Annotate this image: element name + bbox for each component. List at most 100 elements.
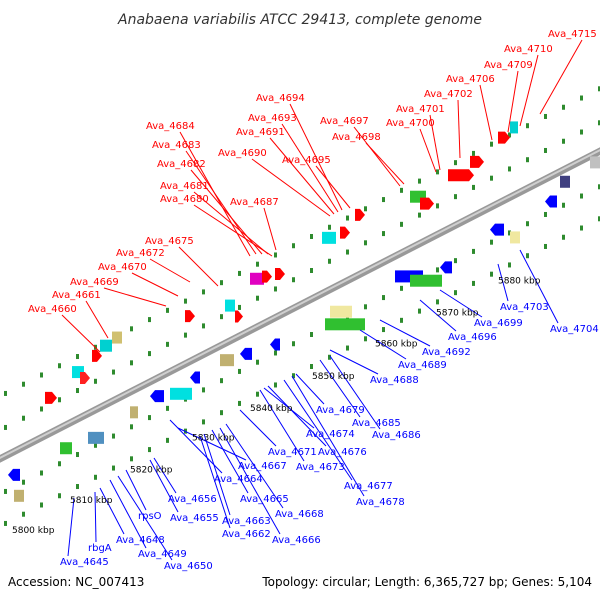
- reverse-gene-label: Ava_4665: [240, 494, 289, 505]
- forward-gene-label: Ava_4660: [28, 304, 77, 315]
- reverse-gene-label: Ava_4649: [138, 549, 187, 560]
- label-leader-line: [319, 359, 361, 418]
- track-tick: [436, 203, 439, 209]
- gene-feature: [510, 231, 520, 244]
- ruler-label: 5870 kbp: [436, 308, 479, 318]
- reverse-gene-label: Ava_4645: [60, 557, 109, 568]
- label-leader-line: [419, 128, 437, 173]
- label-leader-line: [185, 150, 257, 255]
- track-tick: [238, 368, 241, 374]
- track-tick: [382, 295, 385, 301]
- gene-feature: [220, 354, 234, 367]
- label-leader-line: [179, 131, 251, 257]
- gene-feature: [8, 468, 20, 481]
- track-tick: [130, 456, 133, 462]
- ruler-label: 5830 kbp: [192, 434, 235, 444]
- gene-feature: [355, 208, 365, 221]
- reverse-gene-label: Ava_4648: [116, 535, 165, 546]
- track-tick: [166, 307, 169, 313]
- track-tick: [562, 104, 565, 110]
- genome-summary-text: Topology: circular; Length: 6,365,727 bp…: [261, 575, 592, 589]
- track-tick: [58, 461, 61, 467]
- label-leader-line: [365, 142, 405, 185]
- track-tick: [274, 350, 277, 356]
- reverse-gene-label: Ava_4699: [474, 318, 523, 329]
- track-tick: [22, 511, 25, 517]
- track-tick: [490, 175, 493, 181]
- label-leader-line: [519, 249, 559, 324]
- track-tick: [220, 280, 223, 286]
- forward-gene-label: Ava_4700: [386, 118, 435, 129]
- track-tick: [166, 405, 169, 411]
- label-leader-line: [457, 99, 461, 159]
- label-leader-line: [131, 272, 179, 297]
- reverse-gene-label: Ava_4655: [170, 513, 219, 524]
- track-tick: [40, 406, 43, 412]
- label-leader-line: [199, 435, 231, 529]
- track-tick: [202, 289, 205, 295]
- track-tick: [328, 224, 331, 230]
- label-leader-line: [211, 429, 249, 494]
- label-leader-line: [507, 70, 519, 133]
- reverse-gene-label: Ava_4686: [372, 430, 421, 441]
- track-tick: [40, 502, 43, 508]
- gene-feature: [235, 310, 243, 323]
- track-tick: [580, 225, 583, 231]
- track-tick: [526, 221, 529, 227]
- label-leader-line: [539, 39, 583, 115]
- forward-gene-label: Ava_4669: [70, 277, 119, 288]
- ruler-label: 5810 kbp: [70, 496, 113, 506]
- track-tick: [202, 323, 205, 329]
- track-tick: [454, 160, 457, 166]
- label-leader-line: [429, 114, 441, 171]
- track-tick: [454, 194, 457, 200]
- forward-gene-label: Ava_4697: [320, 116, 369, 127]
- track-tick: [382, 231, 385, 237]
- label-leader-line: [193, 204, 273, 257]
- track-tick: [58, 493, 61, 499]
- forward-gene-label: Ava_4694: [256, 93, 305, 104]
- track-tick: [238, 400, 241, 406]
- label-leader-line: [203, 433, 231, 516]
- ruler-label: 5800 kbp: [12, 526, 55, 536]
- gene-feature: [498, 131, 510, 144]
- gene-feature: [190, 371, 200, 384]
- forward-gene-label: Ava_4715: [548, 29, 597, 40]
- label-leader-line: [439, 289, 483, 318]
- track-tick: [148, 351, 151, 357]
- label-leader-line: [479, 84, 493, 141]
- track-tick: [490, 239, 493, 245]
- kbp-ruler: 5800 kbp 5810 kbp 5820 kbp 5830 kbp 5840 kbp…: [12, 277, 541, 536]
- track-tick: [130, 326, 133, 332]
- track-tick: [364, 240, 367, 246]
- track-tick: [364, 336, 367, 342]
- track-tick: [58, 363, 61, 369]
- track-tick: [310, 364, 313, 369]
- gene-feature: [340, 226, 350, 239]
- track-tick: [454, 258, 457, 264]
- reverse-gene-label: rpsO: [138, 511, 162, 522]
- forward-gene-label: Ava_4691: [236, 127, 285, 138]
- track-tick: [508, 132, 511, 138]
- track-tick: [472, 184, 475, 190]
- track-tick: [256, 295, 259, 301]
- label-leader-line: [291, 375, 365, 497]
- track-tick: [544, 113, 547, 119]
- label-leader-line: [99, 487, 125, 535]
- track-tick: [544, 147, 547, 153]
- track-tick: [346, 215, 349, 221]
- gene-feature: [150, 390, 164, 403]
- gene-feature: [420, 197, 434, 210]
- track-tick: [400, 285, 403, 291]
- track-tick: [202, 419, 205, 425]
- gene-feature: [80, 371, 90, 384]
- track-tick: [400, 221, 403, 227]
- gene-feature: [410, 274, 442, 287]
- track-tick: [508, 262, 511, 268]
- label-leader-line: [329, 355, 381, 430]
- track-tick: [418, 308, 421, 314]
- strand-tick-tracks: [4, 86, 600, 526]
- reverse-gene-label: Ava_4656: [168, 494, 217, 505]
- reverse-gene-label: Ava_4673: [296, 462, 345, 473]
